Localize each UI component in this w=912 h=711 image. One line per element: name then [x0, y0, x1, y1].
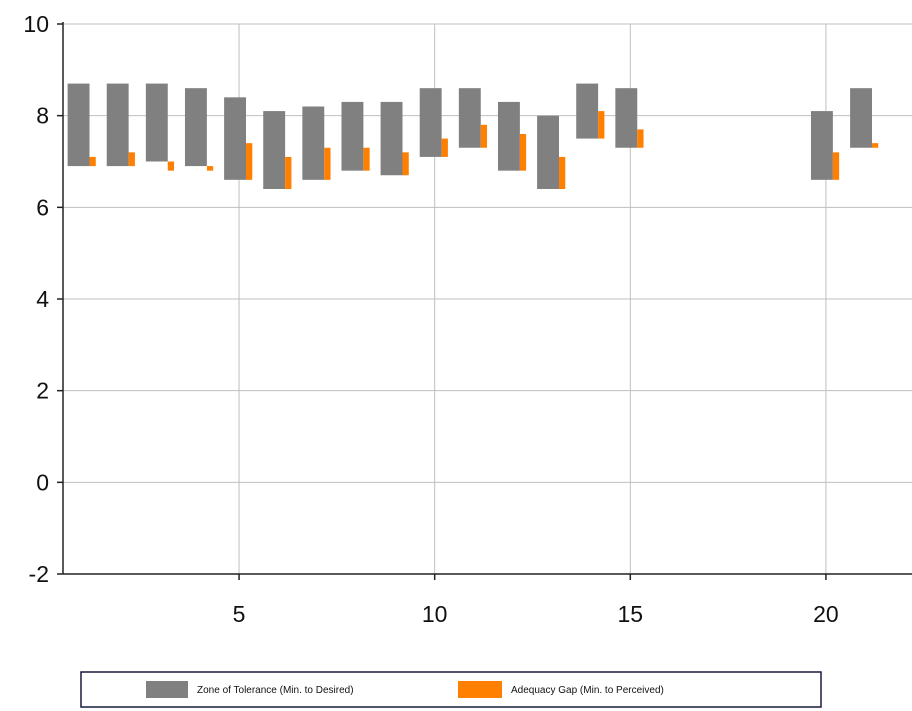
zone-bar	[302, 106, 325, 180]
legend-box	[80, 671, 822, 708]
gap-bar	[128, 152, 135, 167]
zone-bar	[497, 101, 520, 171]
y-tick-label: 4	[36, 286, 49, 312]
zone-bar	[263, 111, 286, 189]
gap-bar	[519, 134, 527, 171]
legend-swatch	[146, 681, 188, 698]
y-tick-label: 8	[36, 103, 49, 129]
tick-labels: -2 0 2 4 6 8 10 5 10 15 20	[23, 11, 838, 627]
x-tick-label: 10	[422, 601, 448, 627]
legend-label: Adequacy Gap (Min. to Perceived)	[511, 685, 664, 696]
zone-bar	[67, 83, 90, 167]
gap-bar	[324, 147, 331, 180]
zone-bar	[145, 83, 168, 162]
gap-bar	[206, 166, 214, 171]
gap-bar	[167, 161, 175, 171]
gap-bar	[559, 156, 566, 189]
legend-label: Zone of Tolerance (Min. to Desired)	[197, 685, 354, 696]
axes	[57, 22, 912, 580]
gap-bar	[285, 156, 292, 189]
gap-bar	[246, 143, 253, 180]
gap-bar	[480, 124, 488, 148]
zone-bar	[850, 88, 873, 148]
zone-bar	[576, 83, 599, 139]
zone-bar	[184, 88, 207, 167]
gap-bar	[363, 147, 370, 171]
y-tick-label: 10	[23, 11, 49, 37]
zone-bar	[419, 88, 442, 157]
zone-bar	[810, 111, 833, 180]
y-tick-label: -2	[29, 561, 49, 587]
zone-bar	[458, 88, 481, 148]
zone-bar	[341, 101, 364, 171]
gap-bar	[598, 111, 605, 139]
zone-bar	[537, 115, 560, 189]
zone-bar	[615, 88, 638, 148]
zone-bar	[380, 101, 403, 176]
zone-bar	[224, 97, 247, 180]
gap-bar	[872, 143, 879, 148]
gap-bar	[637, 129, 644, 148]
gap-bar	[441, 138, 448, 157]
zone-bar	[106, 83, 129, 167]
legend-swatch	[458, 681, 502, 698]
y-tick-label: 2	[36, 378, 49, 404]
gap-bar	[832, 152, 840, 180]
legend: Zone of Tolerance (Min. to Desired) Adequ…	[80, 671, 822, 708]
x-tick-label: 5	[233, 601, 246, 627]
y-tick-label: 0	[36, 469, 49, 495]
x-tick-label: 20	[813, 601, 839, 627]
gap-bar	[89, 156, 96, 167]
x-tick-label: 15	[618, 601, 644, 627]
y-tick-label: 6	[36, 194, 49, 220]
chart-bars	[67, 83, 879, 189]
gap-bar	[402, 152, 409, 176]
